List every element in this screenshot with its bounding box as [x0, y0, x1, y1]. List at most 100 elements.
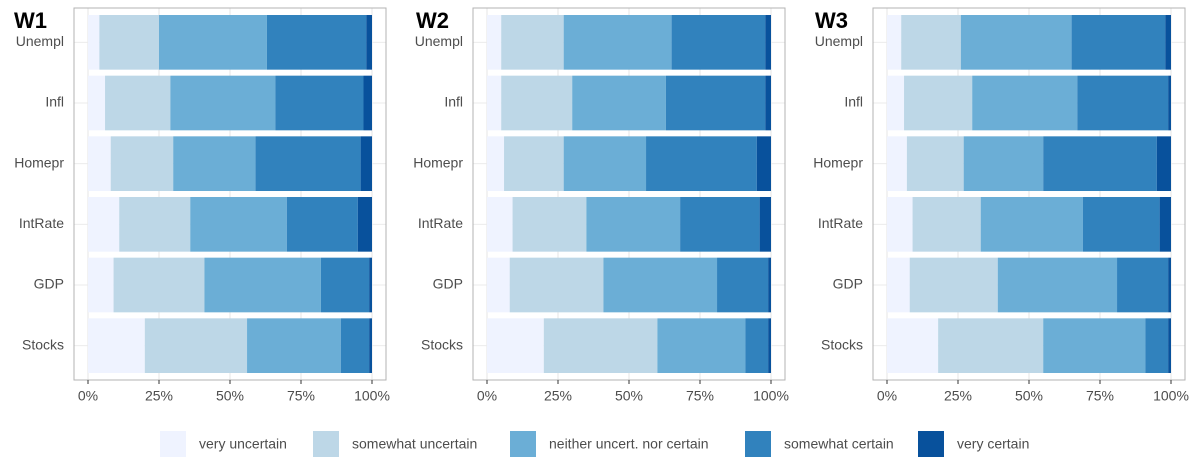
bar-segment	[88, 197, 120, 252]
bar-segment	[1043, 136, 1157, 191]
bar-segment	[105, 75, 171, 131]
x-tick-label: 25%	[944, 388, 972, 404]
x-tick-label: 50%	[1015, 388, 1043, 404]
bar-segment	[1156, 136, 1171, 191]
bar-segment	[887, 15, 902, 70]
bar-segment	[170, 75, 276, 131]
bar-segment	[1077, 75, 1169, 131]
x-tick-label: 0%	[477, 388, 497, 404]
bar-segment	[765, 15, 771, 70]
x-tick-label: 75%	[287, 388, 315, 404]
y-tick-label: Homepr	[413, 154, 463, 170]
bar-segment	[487, 15, 502, 70]
y-tick-label: Infl	[45, 94, 64, 110]
bar-segment	[99, 15, 159, 70]
bar-segment	[768, 318, 771, 373]
bar-segment	[119, 197, 191, 252]
y-tick-label: Homepr	[813, 154, 863, 170]
legend-label: somewhat uncertain	[352, 436, 477, 452]
bar-segment	[320, 257, 370, 313]
bar-segment	[717, 257, 769, 313]
panel-title: W2	[416, 8, 449, 33]
bar-segment	[646, 136, 757, 191]
bar-segment	[963, 136, 1044, 191]
bar-segment	[113, 257, 205, 313]
bar-segment	[1071, 15, 1166, 70]
y-tick-label: IntRate	[19, 215, 64, 231]
y-tick-label: IntRate	[418, 215, 463, 231]
x-tick-label: 100%	[1153, 388, 1189, 404]
bar-segment	[909, 257, 998, 313]
bar-segment	[247, 318, 341, 373]
bar-segment	[938, 318, 1044, 373]
y-tick-label: Infl	[444, 94, 463, 110]
x-tick-label: 75%	[686, 388, 714, 404]
bar-segment	[504, 136, 564, 191]
bar-segment	[501, 75, 573, 131]
bar-segment	[680, 197, 760, 252]
bar-segment	[960, 15, 1072, 70]
bar-segment	[1168, 318, 1171, 373]
bar-segment	[487, 257, 510, 313]
bar-segment	[586, 197, 681, 252]
legend-label: neither uncert. nor certain	[549, 436, 709, 452]
bar-segment	[657, 318, 746, 373]
panel-title: W1	[14, 8, 47, 33]
bar-segment	[363, 75, 372, 131]
x-tick-label: 25%	[544, 388, 572, 404]
bar-segment	[255, 136, 361, 191]
y-tick-label: Stocks	[22, 336, 64, 352]
bar-segment	[887, 257, 910, 313]
legend-label: very certain	[957, 436, 1029, 452]
y-tick-label: IntRate	[818, 215, 863, 231]
legend-swatch	[160, 431, 186, 457]
x-tick-label: 100%	[354, 388, 390, 404]
bar-segment	[887, 75, 905, 131]
bar-segment	[340, 318, 370, 373]
bar-segment	[1165, 15, 1171, 70]
bar-segment	[756, 136, 771, 191]
x-tick-label: 50%	[216, 388, 244, 404]
bar-segment	[512, 197, 587, 252]
legend-label: very uncertain	[199, 436, 287, 452]
bar-segment	[887, 136, 907, 191]
bar-segment	[487, 75, 502, 131]
bar-segment	[563, 15, 672, 70]
bar-segment	[887, 318, 939, 373]
panel-title: W3	[815, 8, 848, 33]
bar-segment	[88, 136, 111, 191]
bar-segment	[204, 257, 321, 313]
bar-segment	[768, 257, 771, 313]
bar-segment	[671, 15, 766, 70]
bar-segment	[501, 15, 564, 70]
bar-segment	[1168, 257, 1171, 313]
bar-segment	[369, 257, 372, 313]
bar-segment	[1043, 318, 1146, 373]
bar-segment	[275, 75, 364, 131]
bar-segment	[1145, 318, 1169, 373]
bar-segment	[765, 75, 771, 131]
y-tick-label: Homepr	[14, 154, 64, 170]
bar-segment	[110, 136, 174, 191]
bar-segment	[980, 197, 1083, 252]
y-tick-label: GDP	[833, 276, 863, 292]
bar-segment	[487, 197, 513, 252]
y-tick-label: Infl	[844, 94, 863, 110]
x-tick-label: 0%	[78, 388, 98, 404]
bar-segment	[759, 197, 771, 252]
y-tick-label: Stocks	[421, 336, 463, 352]
bar-segment	[906, 136, 964, 191]
bar-segment	[286, 197, 358, 252]
x-tick-label: 50%	[615, 388, 643, 404]
y-tick-label: GDP	[433, 276, 463, 292]
bar-segment	[1168, 75, 1171, 131]
bar-segment	[88, 75, 106, 131]
bar-segment	[904, 75, 973, 131]
bar-segment	[997, 257, 1118, 313]
y-tick-label: GDP	[34, 276, 64, 292]
x-tick-label: 0%	[877, 388, 897, 404]
bar-segment	[173, 136, 256, 191]
bar-segment	[360, 136, 372, 191]
bar-segment	[88, 318, 145, 373]
